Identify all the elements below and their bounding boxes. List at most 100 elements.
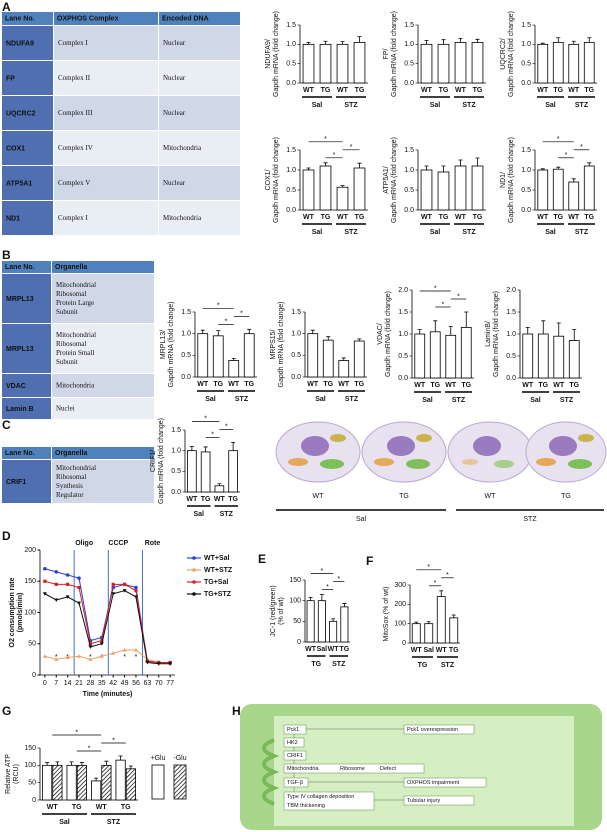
y-axis-label: FP/ [383,49,390,60]
error-bar [104,760,109,766]
table-text: Complex V [58,179,90,187]
bar [76,764,87,801]
x-tick-label: TG [449,647,459,654]
table-text: Ribosomal [56,340,86,348]
x-tick-label: TG [340,646,350,653]
table-header: Lane No. [5,264,35,271]
bar [537,333,549,379]
bar [302,43,315,84]
legend-marker [192,592,196,596]
bar [66,764,77,801]
error-bar [247,328,252,334]
bar [522,333,534,379]
table-header: Lane No. [5,450,35,457]
significance-label: * [88,745,91,752]
bar [228,360,240,378]
error-bar [424,165,429,170]
x-tick-label: TG [569,382,579,389]
y-axis-label: NDUFA9/ [265,39,272,69]
x-tick-label: TG [538,382,548,389]
y-tick-label: 200 [394,601,406,608]
bar [302,169,315,211]
y-tick-label: 0.5 [286,61,296,68]
panel-label: A [2,0,11,14]
table-cell [54,26,158,60]
panel-label: H [232,704,241,718]
marker [77,576,81,580]
y-tick-label: 0.0 [286,207,296,214]
x-tick-label: WT [186,496,198,503]
bar [424,623,434,644]
table-header-cell [54,12,158,25]
x-tick-label: TG [461,382,471,389]
bar [471,165,484,211]
marker [168,662,173,666]
table-cell [54,166,158,200]
table-cell [2,274,51,323]
legend-label: +Glu [151,755,166,762]
group-label: STZ [332,661,346,668]
x-tick-label: WT [337,214,349,221]
error-bar [79,762,84,766]
error-bar [341,357,346,361]
bar [329,620,338,643]
marker [54,598,59,602]
error-bar [556,37,561,43]
y-tick-label: 1.5 [181,309,191,316]
y-tick-label: 1.5 [291,309,301,316]
marker [88,657,93,661]
error-bar [556,322,561,337]
y-tick-label: 1.0 [398,331,408,338]
y-tick-label: 0.0 [291,374,301,381]
table-text: Synthesis [56,482,83,490]
table-text: MRPL13 [6,296,34,303]
table-header: OXPHOS Complex [57,15,119,22]
significance-label: * [434,580,437,587]
group-label: Sal [530,397,541,404]
table-text: Regulator [56,491,84,499]
y-tick-label: 150 [24,745,36,752]
x-tick-label: WT [421,87,433,94]
x-tick-label: TG [439,87,449,94]
bar [307,333,319,378]
error-bar [475,157,480,166]
bar [243,333,255,378]
error-bar [118,755,123,761]
table-text: Subunit [56,308,78,316]
table-text: NDUFA9 [6,40,34,47]
y-tick-label: 0.0 [404,207,414,214]
group-label: Sal [312,102,323,109]
x-tick-label: WT [568,87,580,94]
x-tick-label: 63 [143,680,151,687]
table-header-cell [52,447,154,459]
y-axis-label: (RCU) [13,764,20,784]
y-axis-label: Gapdh mRNA (fold change) [493,291,500,377]
table-cell [2,374,51,397]
group-label: STZ [344,102,358,109]
marker [77,654,82,658]
group-label: STZ [462,229,476,236]
error-bar [231,357,236,361]
x-tick-label: TG [72,804,82,811]
table-text: Complex IV [58,144,93,152]
group-label: STZ [452,397,466,404]
y-tick-label: 1.0 [521,41,531,48]
y-tick-label: 100 [394,621,406,628]
x-tick-label: WT [338,381,350,388]
table-text: Mitochondrial [56,281,96,289]
y-axis-label: ATP5A1/ [383,166,390,194]
table-cell [2,460,51,503]
error-bar [340,185,345,188]
error-bar [571,178,576,182]
x-tick-label: 28 [87,680,95,687]
diagram-node: HK2 [287,740,298,746]
panel-label: C [2,418,11,432]
x-tick-label: 21 [75,680,83,687]
table-text: UQCRC2 [6,110,36,117]
y-axis-label: O2 consumption rate [9,577,16,647]
x-tick-label: WT [445,382,457,389]
table-text: Nuclear [163,39,186,47]
y-axis-label: Gapdh mRNA (fold change) [158,418,165,504]
group-label: Sal [205,396,216,403]
y-axis-label: CRIF1/ [150,450,157,472]
